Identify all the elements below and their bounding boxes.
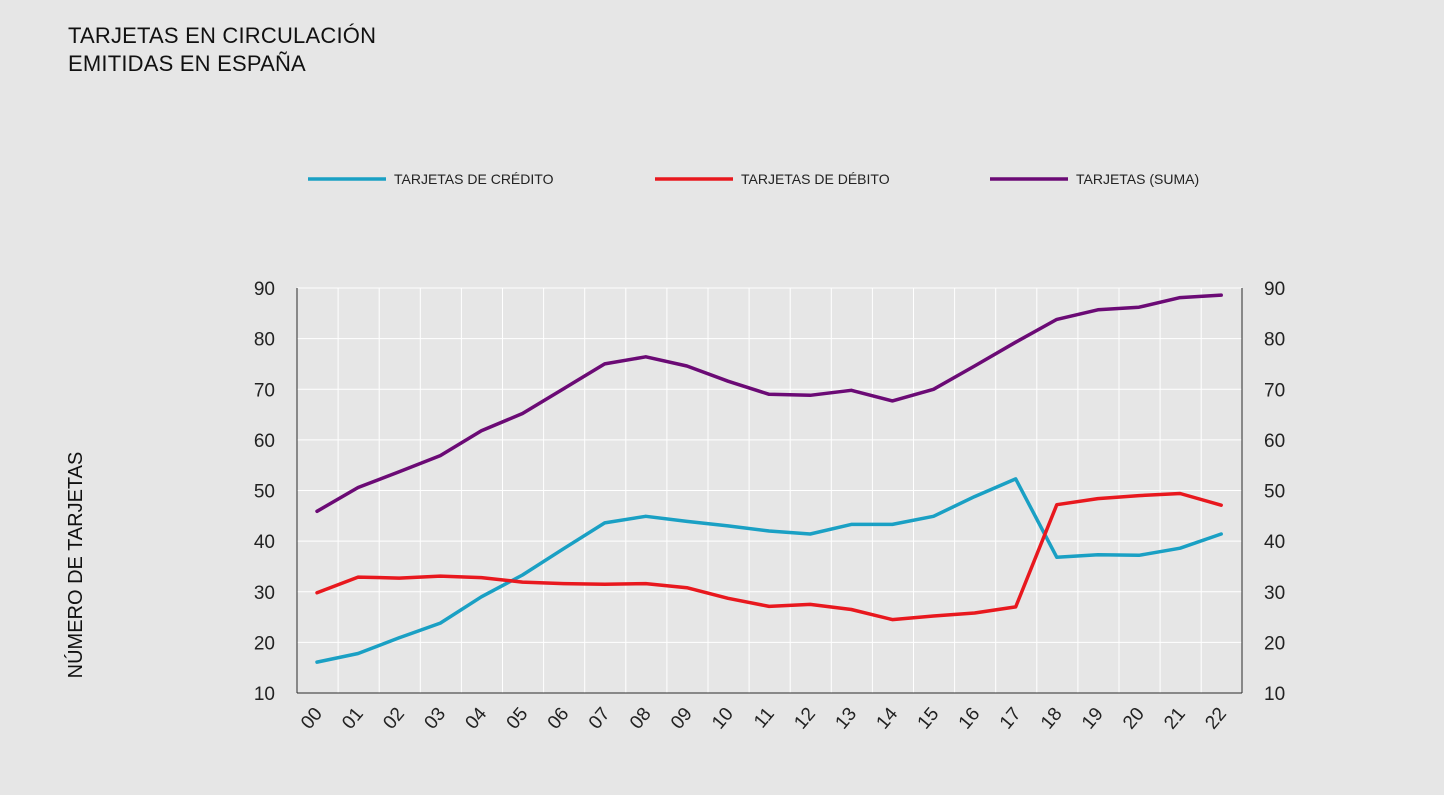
y-tick-label-left: 60 xyxy=(254,431,275,452)
x-tick-label: 20 xyxy=(1119,704,1149,734)
chart-legend: TARJETAS DE CRÉDITO TARJETAS DE DÉBITO TAR… xyxy=(308,171,1199,187)
y-tick-label-left: 80 xyxy=(254,330,275,351)
x-tick-label: 01 xyxy=(338,704,368,734)
y-tick-label-right: 70 xyxy=(1264,380,1285,401)
legend-label-3: TARJETAS (SUMA) xyxy=(1076,171,1199,187)
y-tick-label-left: 30 xyxy=(254,583,275,604)
y-tick-label-left: 40 xyxy=(254,532,275,553)
x-tick-label: 14 xyxy=(873,703,903,733)
chart-series xyxy=(315,293,1223,664)
x-tick-label: 16 xyxy=(955,704,985,734)
y-tick-label-right: 60 xyxy=(1264,431,1285,452)
y-tick-label-left: 90 xyxy=(254,279,275,300)
y-tick-label-left: 50 xyxy=(254,482,275,503)
x-tick-label: 15 xyxy=(914,704,944,734)
series-line-1 xyxy=(315,477,1223,664)
x-tick-label: 13 xyxy=(831,704,861,734)
x-tick-label: 11 xyxy=(750,704,779,733)
y-tick-label-left: 10 xyxy=(254,684,275,705)
y-tick-label-right: 80 xyxy=(1264,330,1285,351)
x-axis-ticks: 00 01 02 03 04 05 06 07 08 09 10 11 12 13 14 15 16 17 18 19… xyxy=(297,703,1231,733)
y-tick-label-right: 50 xyxy=(1264,482,1285,503)
series-line-3 xyxy=(315,293,1223,514)
x-tick-label: 12 xyxy=(790,704,820,734)
chart-axes xyxy=(296,288,1243,694)
y-tick-label-right: 10 xyxy=(1264,684,1285,705)
y-tick-label-right: 90 xyxy=(1264,279,1285,300)
x-tick-label: 09 xyxy=(667,704,697,734)
y-tick-label-left: 20 xyxy=(254,633,275,654)
x-tick-label: 04 xyxy=(462,703,492,733)
y-axis-label: NÚMERO DE TARJETAS xyxy=(64,452,87,679)
x-tick-label: 05 xyxy=(503,704,533,734)
chart-title: TARJETAS EN CIRCULACIÓN EMITIDAS EN ESPA… xyxy=(68,22,376,78)
x-tick-label: 18 xyxy=(1037,704,1067,734)
legend-label-1: TARJETAS DE CRÉDITO xyxy=(394,171,554,187)
y-tick-label-right: 20 xyxy=(1264,633,1285,654)
x-tick-label: 00 xyxy=(297,704,327,734)
x-tick-label: 07 xyxy=(585,704,615,734)
x-tick-label: 06 xyxy=(544,704,574,734)
x-tick-label: 02 xyxy=(379,704,409,734)
y-axis-left-ticks: 10 20 30 40 50 60 70 80 90 xyxy=(254,279,275,705)
x-tick-label: 22 xyxy=(1201,704,1231,734)
y-tick-label-left: 70 xyxy=(254,380,275,401)
x-tick-label: 19 xyxy=(1078,704,1108,734)
x-tick-label: 08 xyxy=(626,704,656,734)
x-tick-label: 21 xyxy=(1160,704,1190,734)
x-tick-label: 17 xyxy=(996,704,1026,734)
chart-title-line1: TARJETAS EN CIRCULACIÓN xyxy=(68,23,377,48)
y-axis-right-ticks: 10 20 30 40 50 60 70 80 90 xyxy=(1264,279,1285,705)
x-tick-label: 10 xyxy=(708,704,738,734)
legend-label-2: TARJETAS DE DÉBITO xyxy=(741,171,890,187)
x-tick-label: 03 xyxy=(420,704,450,734)
y-tick-label-right: 30 xyxy=(1264,583,1285,604)
y-tick-label-right: 40 xyxy=(1264,532,1285,553)
chart-grid xyxy=(296,287,1242,693)
chart-title-line2: EMITIDAS EN ESPAÑA xyxy=(68,51,306,76)
